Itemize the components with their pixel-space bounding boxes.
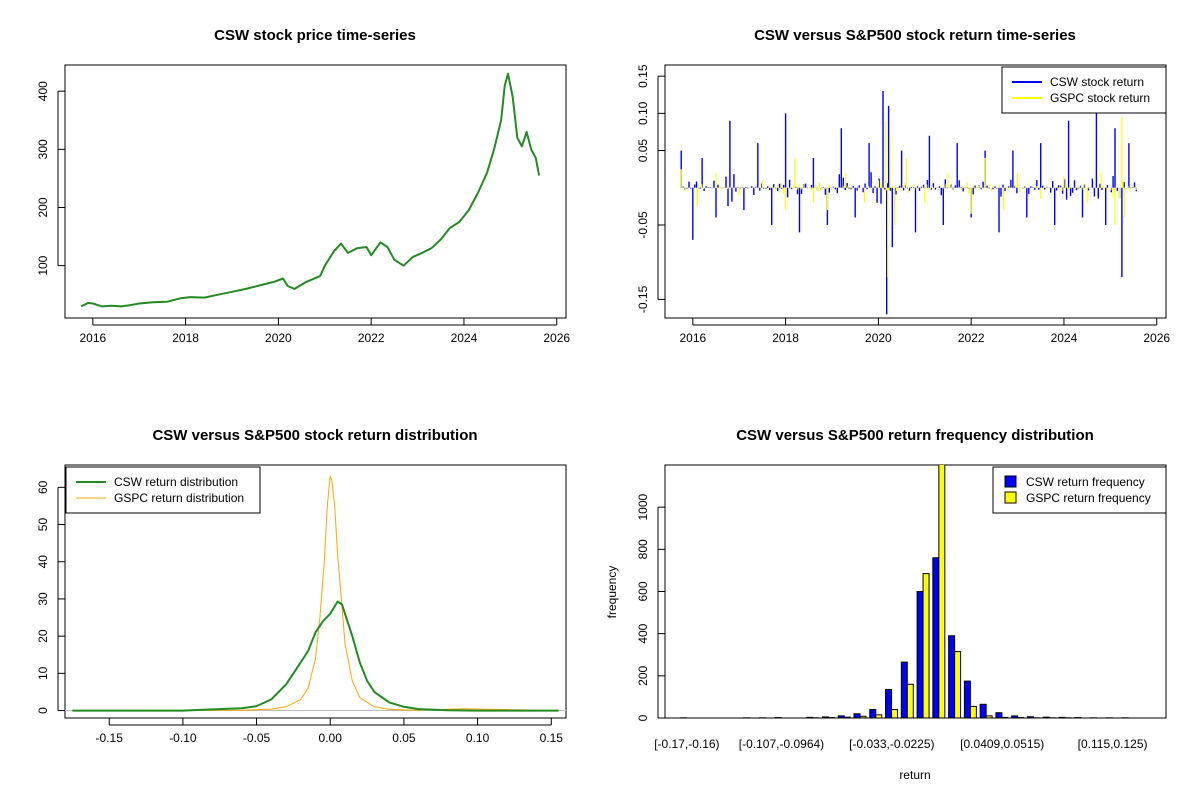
x-tick-label: [-0.107,-0.0964) [739, 737, 824, 751]
csw-frequency-bar [854, 714, 860, 718]
y-tick-label: 20 [36, 629, 50, 643]
return-series-legend: CSW stock return GSPC stock return [1002, 67, 1166, 113]
x-tick-label: -0.15 [96, 731, 124, 745]
gspc-frequency-bar [892, 710, 898, 718]
x-tick-label: 2024 [1051, 331, 1078, 345]
csw-frequency-bar [933, 558, 939, 718]
legend-swatch-gspc-frequency [1005, 492, 1016, 503]
y-tick-label: 200 [36, 197, 50, 217]
legend-label-gspc-return: GSPC stock return [1050, 91, 1150, 105]
y-tick-label: 400 [636, 623, 650, 643]
gspc-frequency-bar [1002, 717, 1008, 718]
x-tick-label: 2024 [451, 331, 478, 345]
y-tick-label: 100 [36, 255, 50, 275]
csw-frequency-bar [870, 710, 876, 718]
x-tick-label: 2026 [1143, 331, 1170, 345]
legend-label-csw-distribution: CSW return distribution [114, 475, 238, 489]
x-tick-label: [0.0409,0.0515) [960, 737, 1044, 751]
return-series-chart-title: CSW versus S&P500 stock return time-seri… [754, 27, 1076, 44]
y-tick-label: 400 [36, 81, 50, 101]
x-tick-label: 2022 [358, 331, 385, 345]
legend-label-gspc-frequency: GSPC return frequency [1026, 491, 1151, 505]
x-tick-label: 2022 [958, 331, 985, 345]
y-tick-label: 200 [636, 666, 650, 686]
csw-frequency-bar [886, 690, 892, 718]
legend-label-csw-return: CSW stock return [1050, 75, 1144, 89]
y-tick-label: 300 [36, 139, 50, 159]
gspc-frequency-bar [955, 652, 961, 718]
y-tick-label: 60 [36, 480, 50, 494]
csw-frequency-bar [901, 662, 907, 718]
gspc-frequency-bar [844, 717, 850, 718]
y-tick-label: 50 [36, 518, 50, 532]
return-frequency-y-axis-label: frequency [605, 566, 619, 619]
return-frequency-legend: CSW return frequency GSPC return frequen… [993, 467, 1166, 513]
gspc-frequency-bar [939, 463, 945, 718]
csw-frequency-bar [807, 717, 813, 718]
y-tick-label: -0.05 [636, 211, 650, 239]
x-tick-label: -0.05 [243, 731, 271, 745]
x-tick-label: 2018 [772, 331, 799, 345]
csw-frequency-bar [1059, 717, 1065, 718]
return-frequency-chart-title: CSW versus S&P500 return frequency distr… [736, 427, 1094, 444]
csw-frequency-bar [917, 592, 923, 719]
y-tick-label: 0 [636, 714, 650, 721]
csw-frequency-bar [996, 713, 1002, 718]
y-tick-label: -0.15 [636, 285, 650, 313]
gspc-frequency-bar [986, 716, 992, 718]
y-tick-label: 0.10 [636, 101, 650, 125]
gspc-frequency-bar [860, 716, 866, 718]
csw-frequency-bar [822, 717, 828, 718]
legend-label-gspc-distribution: GSPC return distribution [114, 491, 244, 505]
y-tick-label: 800 [636, 539, 650, 559]
gspc-frequency-bar [876, 715, 882, 718]
gspc-frequency-bar [970, 706, 976, 718]
x-tick-label: 0.15 [540, 731, 564, 745]
x-tick-label: [0.115,0.125) [1078, 737, 1148, 751]
y-tick-label: 30 [36, 592, 50, 606]
x-tick-label: -0.10 [169, 731, 197, 745]
y-tick-label: 1000 [636, 493, 650, 520]
legend-swatch-csw-frequency [1005, 476, 1016, 487]
x-tick-label: [-0.033,-0.0225) [849, 737, 934, 751]
csw-frequency-bar [838, 716, 844, 718]
x-tick-label: 0.05 [392, 731, 416, 745]
x-tick-label: 2020 [265, 331, 292, 345]
legend-label-csw-frequency: CSW return frequency [1026, 475, 1145, 489]
y-tick-label: 600 [636, 581, 650, 601]
gspc-frequency-bar [923, 574, 929, 718]
return-distribution-legend: CSW return distribution GSPC return dist… [66, 467, 260, 513]
y-tick-label: 0.15 [636, 64, 650, 88]
csw-frequency-bar [949, 636, 955, 718]
csw-frequency-bar [964, 681, 970, 718]
csw-frequency-bar [1043, 717, 1049, 718]
return-distribution-chart-title: CSW versus S&P500 stock return distribut… [152, 427, 477, 444]
gspc-frequency-bar [907, 684, 913, 718]
csw-frequency-bar [1012, 716, 1018, 718]
x-tick-label: 0.00 [319, 731, 343, 745]
x-tick-label: 2020 [865, 331, 892, 345]
x-tick-label: 2016 [79, 331, 106, 345]
x-tick-label: 0.10 [466, 731, 490, 745]
y-tick-label: 10 [36, 666, 50, 680]
return-frequency-x-axis-label: return [899, 768, 930, 782]
price-chart-title: CSW stock price time-series [214, 27, 416, 44]
y-tick-label: 0.05 [636, 139, 650, 163]
y-tick-label: 40 [36, 555, 50, 569]
x-tick-label: 2018 [172, 331, 199, 345]
csw-frequency-bar [1027, 717, 1033, 718]
x-tick-label: 2026 [543, 331, 570, 345]
csw-frequency-bar [980, 704, 986, 718]
y-tick-label: 0 [36, 707, 50, 714]
x-tick-label: [-0.17,-0.16) [654, 737, 719, 751]
x-tick-label: 2016 [679, 331, 706, 345]
